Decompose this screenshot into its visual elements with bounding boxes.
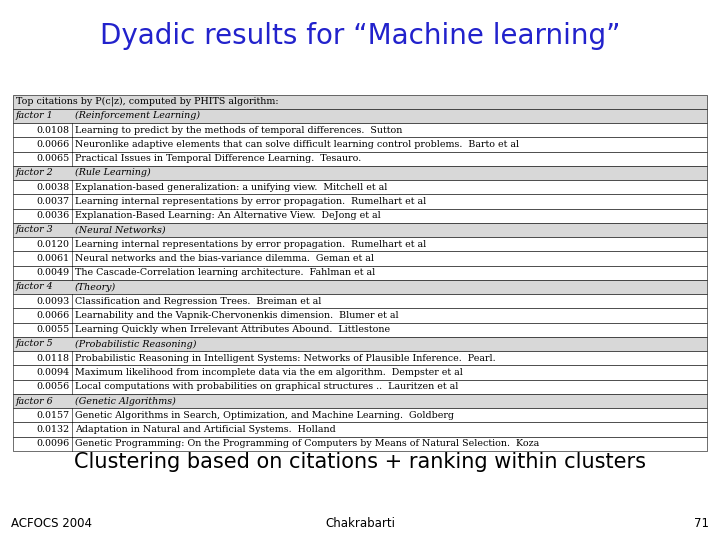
Text: Explanation-Based Learning: An Alternative View.  DeJong et al: Explanation-Based Learning: An Alternati… <box>75 211 381 220</box>
Text: Dyadic results for “Machine learning”: Dyadic results for “Machine learning” <box>100 22 620 50</box>
Bar <box>13 109 707 123</box>
Text: (Rule Learning): (Rule Learning) <box>75 168 150 178</box>
Bar <box>13 337 707 351</box>
Text: 0.0065: 0.0065 <box>37 154 70 163</box>
Bar <box>13 152 707 166</box>
Text: 0.0093: 0.0093 <box>37 296 70 306</box>
Text: 0.0066: 0.0066 <box>37 140 70 149</box>
Text: factor 4: factor 4 <box>16 282 53 292</box>
Bar <box>13 194 707 208</box>
Bar <box>13 351 707 366</box>
Text: 0.0037: 0.0037 <box>37 197 70 206</box>
Text: Learning to predict by the methods of temporal differences.  Sutton: Learning to predict by the methods of te… <box>75 126 402 134</box>
Text: Genetic Programming: On the Programming of Computers by Means of Natural Selecti: Genetic Programming: On the Programming … <box>75 439 539 448</box>
Bar <box>13 251 707 266</box>
Text: Practical Issues in Temporal Difference Learning.  Tesauro.: Practical Issues in Temporal Difference … <box>75 154 361 163</box>
Text: 0.0108: 0.0108 <box>37 126 70 134</box>
Text: 0.0055: 0.0055 <box>37 325 70 334</box>
Bar <box>13 94 707 109</box>
Text: Probabilistic Reasoning in Intelligent Systems: Networks of Plausible Inference.: Probabilistic Reasoning in Intelligent S… <box>75 354 495 363</box>
Text: 0.0132: 0.0132 <box>37 425 70 434</box>
Text: Classification and Regression Trees.  Breiman et al: Classification and Regression Trees. Bre… <box>75 296 321 306</box>
Text: 0.0120: 0.0120 <box>37 240 70 249</box>
Text: (Genetic Algorithms): (Genetic Algorithms) <box>75 396 176 406</box>
Bar <box>13 394 707 408</box>
Bar <box>13 208 707 223</box>
Text: factor 6: factor 6 <box>16 396 53 406</box>
Bar <box>13 294 707 308</box>
Text: (Theory): (Theory) <box>75 282 116 292</box>
Bar <box>13 137 707 152</box>
Bar <box>13 380 707 394</box>
Bar <box>13 280 707 294</box>
Bar <box>13 308 707 322</box>
Bar <box>13 266 707 280</box>
Text: 0.0094: 0.0094 <box>37 368 70 377</box>
Text: 0.0118: 0.0118 <box>37 354 70 363</box>
Bar <box>13 237 707 251</box>
Text: Local computations with probabilities on graphical structures ..  Lauritzen et a: Local computations with probabilities on… <box>75 382 458 392</box>
Text: The Cascade-Correlation learning architecture.  Fahlman et al: The Cascade-Correlation learning archite… <box>75 268 375 277</box>
Bar <box>13 408 707 422</box>
Text: 0.0157: 0.0157 <box>37 411 70 420</box>
Text: 71: 71 <box>694 517 709 530</box>
Text: Learning internal representations by error propagation.  Rumelhart et al: Learning internal representations by err… <box>75 197 426 206</box>
Text: factor 5: factor 5 <box>16 340 53 348</box>
Text: factor 3: factor 3 <box>16 225 53 234</box>
Bar <box>13 422 707 437</box>
Text: Neural networks and the bias-variance dilemma.  Geman et al: Neural networks and the bias-variance di… <box>75 254 374 263</box>
Text: (Probabilistic Reasoning): (Probabilistic Reasoning) <box>75 340 197 348</box>
Text: Explanation-based generalization: a unifying view.  Mitchell et al: Explanation-based generalization: a unif… <box>75 183 387 192</box>
Text: 0.0049: 0.0049 <box>37 268 70 277</box>
Text: 0.0096: 0.0096 <box>37 439 70 448</box>
Text: 0.0066: 0.0066 <box>37 311 70 320</box>
Text: (Reinforcement Learning): (Reinforcement Learning) <box>75 111 200 120</box>
Text: factor 2: factor 2 <box>16 168 53 178</box>
Text: ACFOCS 2004: ACFOCS 2004 <box>11 517 92 530</box>
Bar <box>13 166 707 180</box>
Text: factor 1: factor 1 <box>16 111 53 120</box>
Text: Learning internal representations by error propagation.  Rumelhart et al: Learning internal representations by err… <box>75 240 426 249</box>
Text: Adaptation in Natural and Artificial Systems.  Holland: Adaptation in Natural and Artificial Sys… <box>75 425 336 434</box>
Text: 0.0061: 0.0061 <box>37 254 70 263</box>
Bar <box>13 366 707 380</box>
Text: 0.0036: 0.0036 <box>37 211 70 220</box>
Text: Top citations by P(c|z), computed by PHITS algorithm:: Top citations by P(c|z), computed by PHI… <box>16 97 279 106</box>
Text: Learnability and the Vapnik-Chervonenkis dimension.  Blumer et al: Learnability and the Vapnik-Chervonenkis… <box>75 311 398 320</box>
Text: (Neural Networks): (Neural Networks) <box>75 225 166 234</box>
Text: Chakrabarti: Chakrabarti <box>325 517 395 530</box>
Bar <box>13 437 707 451</box>
Text: 0.0056: 0.0056 <box>37 382 70 392</box>
Text: Neuronlike adaptive elements that can solve difficult learning control problems.: Neuronlike adaptive elements that can so… <box>75 140 519 149</box>
Bar <box>13 123 707 137</box>
Text: Clustering based on citations + ranking within clusters: Clustering based on citations + ranking … <box>74 453 646 472</box>
Text: Learning Quickly when Irrelevant Attributes Abound.  Littlestone: Learning Quickly when Irrelevant Attribu… <box>75 325 390 334</box>
Bar <box>13 180 707 194</box>
Text: Genetic Algorithms in Search, Optimization, and Machine Learning.  Goldberg: Genetic Algorithms in Search, Optimizati… <box>75 411 454 420</box>
Bar <box>13 223 707 237</box>
Text: 0.0038: 0.0038 <box>37 183 70 192</box>
Bar <box>13 322 707 337</box>
Text: Maximum likelihood from incomplete data via the em algorithm.  Dempster et al: Maximum likelihood from incomplete data … <box>75 368 463 377</box>
